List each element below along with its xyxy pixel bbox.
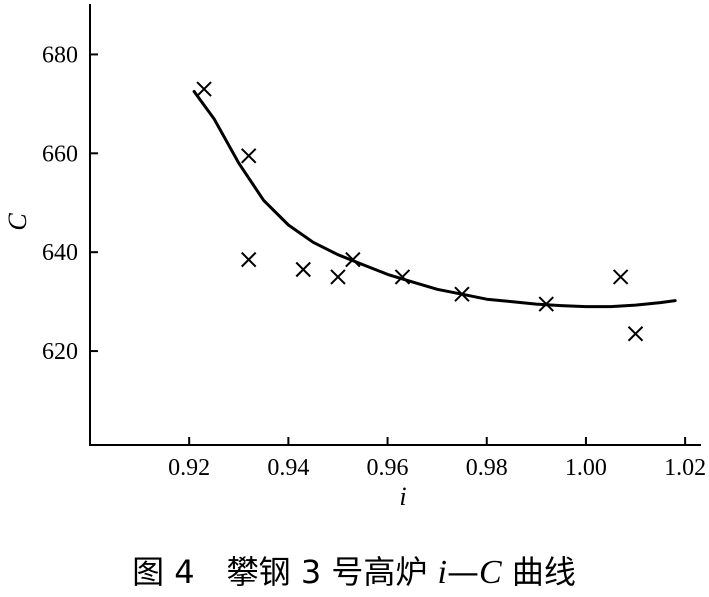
axes (89, 4, 701, 446)
x-axis-label: i (399, 482, 406, 511)
point-stroke (612, 269, 629, 285)
data-point (330, 269, 346, 285)
caption-dash: — (447, 553, 479, 591)
x-tick-label: 0.98 (466, 455, 508, 481)
figure-caption: 图 4 攀钢 3 号高炉 i—C 曲线 (132, 553, 576, 591)
data-point (394, 269, 411, 285)
point-stroke (454, 286, 470, 302)
y-axis-label: C (3, 213, 32, 231)
ticks: 0.92 0.94 0.96 0.98 1.00 1.02 620 640 660 680 (42, 42, 706, 481)
y-tick-label: 680 (42, 42, 78, 68)
point-stroke (394, 269, 411, 285)
y-tick-label: 640 (42, 240, 78, 266)
y-tick-label: 660 (42, 141, 78, 167)
point-stroke (538, 296, 554, 312)
data-point (538, 296, 554, 312)
y-tick-label: 620 (42, 339, 78, 365)
data-point (295, 261, 311, 278)
caption-var-c: C (479, 554, 502, 591)
caption-var-i: i (438, 554, 447, 591)
x-tick-label: 0.96 (367, 455, 409, 481)
caption-suffix: 曲线 (502, 553, 576, 591)
point-stroke (240, 251, 257, 268)
data-point (612, 269, 629, 285)
data-point (454, 286, 470, 302)
data-point (240, 148, 257, 164)
caption-prefix: 图 4 攀钢 3 号高炉 (132, 553, 437, 591)
marks (192, 81, 677, 342)
x-tick-label: 1.00 (565, 455, 607, 481)
data-point (240, 251, 257, 268)
x-tick-label: 1.02 (664, 455, 706, 481)
point-stroke (330, 269, 346, 285)
x-tick-label: 0.94 (267, 455, 309, 481)
data-point (345, 251, 361, 268)
point-stroke (240, 148, 257, 164)
point-stroke (295, 261, 311, 278)
fit-curve (192, 90, 677, 309)
point-stroke (345, 251, 361, 268)
data-point (196, 81, 212, 97)
point-stroke (196, 81, 212, 97)
data-point (627, 326, 644, 342)
x-tick-label: 0.92 (168, 455, 210, 481)
point-stroke (627, 326, 644, 342)
